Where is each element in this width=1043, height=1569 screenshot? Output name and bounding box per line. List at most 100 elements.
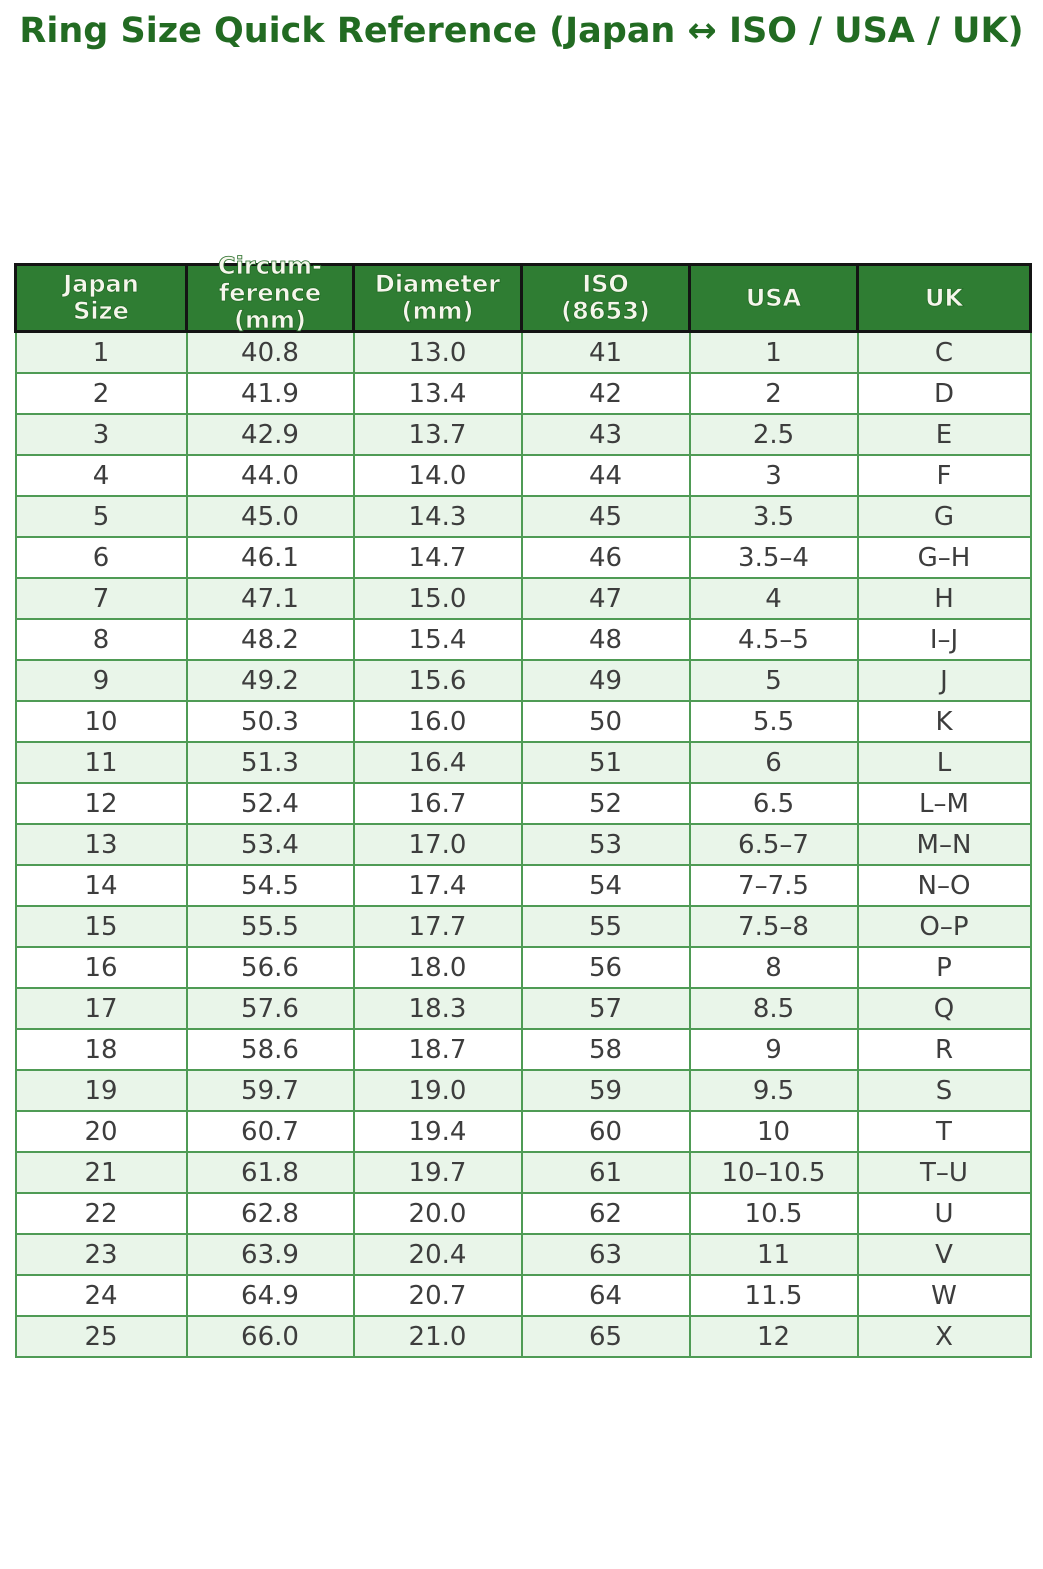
cell: 1: [688, 330, 859, 374]
cell: 58: [520, 1028, 691, 1071]
cell: 8.5: [688, 987, 859, 1030]
cell: 17.0: [352, 823, 523, 866]
cell: 43: [520, 413, 691, 456]
cell: 6.5: [688, 782, 859, 825]
cell: 19: [14, 1069, 188, 1112]
cell: R: [856, 1028, 1032, 1071]
ring-size-table: Japan Size Circum- ference (mm) Diameter…: [14, 252, 1032, 1358]
cell: E: [856, 413, 1032, 456]
cell: 13: [14, 823, 188, 866]
cell: 20.7: [352, 1274, 523, 1317]
cell: 59: [520, 1069, 691, 1112]
column-header-circumference: Circum- ference (mm): [185, 252, 355, 334]
cell: 23: [14, 1233, 188, 1276]
cell: 17.4: [352, 864, 523, 907]
cell: 14.3: [352, 495, 523, 538]
cell: 20: [14, 1110, 188, 1153]
cell: J: [856, 659, 1032, 702]
cell: 3.5–4: [688, 536, 859, 579]
cell: 7.5–8: [688, 905, 859, 948]
cell: S: [856, 1069, 1032, 1112]
cell: H: [856, 577, 1032, 620]
cell: 49: [520, 659, 691, 702]
cell: 22: [14, 1192, 188, 1235]
cell: 41.9: [185, 372, 355, 415]
cell: 8: [14, 618, 188, 661]
cell: 5.5: [688, 700, 859, 743]
cell: M–N: [856, 823, 1032, 866]
cell: O–P: [856, 905, 1032, 948]
cell: 24: [14, 1274, 188, 1317]
cell: 64: [520, 1274, 691, 1317]
table-row: 17 57.6 18.3 57 8.5 Q: [14, 987, 1032, 1030]
cell: 18: [14, 1028, 188, 1071]
table-row: 23 63.9 20.4 63 11 V: [14, 1233, 1032, 1276]
cell: 63: [520, 1233, 691, 1276]
cell: 10: [14, 700, 188, 743]
cell: 45: [520, 495, 691, 538]
cell: 2: [14, 372, 188, 415]
cell: 5: [688, 659, 859, 702]
cell: 17.7: [352, 905, 523, 948]
cell: 14.0: [352, 454, 523, 497]
cell: 13.7: [352, 413, 523, 456]
cell: 12: [688, 1315, 859, 1358]
cell: 60.7: [185, 1110, 355, 1153]
cell: 11: [688, 1233, 859, 1276]
cell: 18.3: [352, 987, 523, 1030]
cell: 60: [520, 1110, 691, 1153]
table-row: 24 64.9 20.7 64 11.5 W: [14, 1274, 1032, 1317]
cell: U: [856, 1192, 1032, 1235]
cell: D: [856, 372, 1032, 415]
cell: 59.7: [185, 1069, 355, 1112]
cell: 16.0: [352, 700, 523, 743]
cell: 16: [14, 946, 188, 989]
column-header-usa: USA: [688, 263, 859, 333]
cell: 51: [520, 741, 691, 784]
table-row: 9 49.2 15.6 49 5 J: [14, 659, 1032, 702]
table-body: 1 40.8 13.0 41 1 C 2 41.9 13.4 42 2 D 3 42.9 13.7 43 2.5…: [14, 330, 1032, 1358]
table-row: 8 48.2 15.4 48 4.5–5 I–J: [14, 618, 1032, 661]
cell: 21.0: [352, 1315, 523, 1358]
table-header: Japan Size Circum- ference (mm) Diameter…: [14, 252, 1032, 334]
cell: 6: [688, 741, 859, 784]
cell: 15.6: [352, 659, 523, 702]
cell: L: [856, 741, 1032, 784]
cell: 58.6: [185, 1028, 355, 1071]
cell: 47.1: [185, 577, 355, 620]
cell: V: [856, 1233, 1032, 1276]
cell: 61.8: [185, 1151, 355, 1194]
cell: 7–7.5: [688, 864, 859, 907]
column-header-diameter: Diameter (mm): [352, 263, 523, 333]
cell: 14.7: [352, 536, 523, 579]
cell: 3: [688, 454, 859, 497]
cell: 20.0: [352, 1192, 523, 1235]
table-row: 4 44.0 14.0 44 3 F: [14, 454, 1032, 497]
cell: 11.5: [688, 1274, 859, 1317]
cell: 64.9: [185, 1274, 355, 1317]
table-row: 22 62.8 20.0 62 10.5 U: [14, 1192, 1032, 1235]
cell: T–U: [856, 1151, 1032, 1194]
cell: W: [856, 1274, 1032, 1317]
column-header-uk: UK: [856, 263, 1032, 333]
cell: 19.0: [352, 1069, 523, 1112]
cell: 17: [14, 987, 188, 1030]
cell: P: [856, 946, 1032, 989]
cell: 55: [520, 905, 691, 948]
cell: 46.1: [185, 536, 355, 579]
cell: 44: [520, 454, 691, 497]
header-row: Japan Size Circum- ference (mm) Diameter…: [14, 252, 1032, 334]
cell: 42: [520, 372, 691, 415]
cell: 1: [14, 330, 188, 374]
cell: 25: [14, 1315, 188, 1358]
column-header-japan-size: Japan Size: [14, 263, 188, 333]
cell: 21: [14, 1151, 188, 1194]
cell: 3.5: [688, 495, 859, 538]
page-title: Ring Size Quick Reference (Japan ↔ ISO /…: [19, 11, 1024, 51]
cell: N–O: [856, 864, 1032, 907]
column-header-iso: ISO (8653): [520, 263, 691, 333]
table-row: 18 58.6 18.7 58 9 R: [14, 1028, 1032, 1071]
table-row: 21 61.8 19.7 61 10–10.5 T–U: [14, 1151, 1032, 1194]
cell: 50.3: [185, 700, 355, 743]
cell: 42.9: [185, 413, 355, 456]
